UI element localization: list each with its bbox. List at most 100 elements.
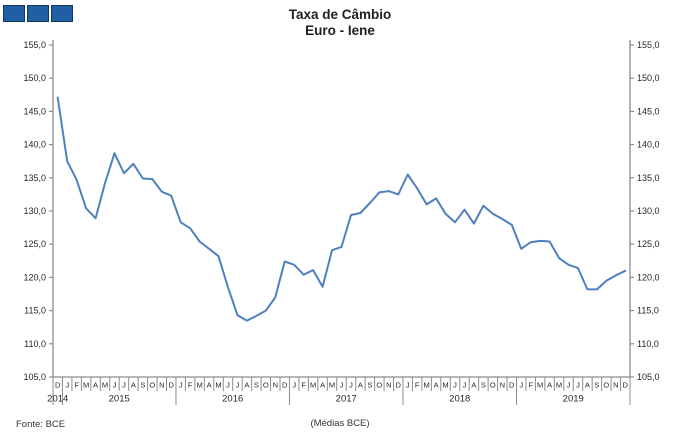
svg-text:D: D [282, 381, 288, 390]
svg-text:J: J [113, 381, 117, 390]
svg-text:155,0: 155,0 [23, 40, 46, 50]
svg-text:125,0: 125,0 [637, 239, 660, 249]
logo [3, 5, 73, 22]
svg-text:O: O [149, 381, 155, 390]
svg-text:2014: 2014 [47, 394, 68, 405]
svg-text:N: N [386, 381, 391, 390]
svg-text:2017: 2017 [336, 394, 357, 405]
svg-text:M: M [329, 381, 335, 390]
svg-text:2018: 2018 [449, 394, 470, 405]
svg-text:145,0: 145,0 [637, 106, 660, 116]
series-line [56, 96, 627, 322]
svg-text:115,0: 115,0 [637, 306, 659, 316]
svg-text:N: N [159, 381, 164, 390]
svg-text:140,0: 140,0 [23, 140, 46, 150]
logo-block-icon [27, 5, 49, 22]
svg-text:125,0: 125,0 [23, 239, 46, 249]
chart-title-block: Taxa de Câmbio Euro - Iene [0, 7, 680, 39]
svg-text:S: S [254, 381, 259, 390]
chart-subtitle: Euro - Iene [305, 23, 375, 38]
svg-text:2019: 2019 [563, 394, 584, 405]
source-note: Fonte: BCE [16, 419, 66, 430]
svg-text:M: M [102, 381, 108, 390]
svg-text:J: J [226, 381, 230, 390]
svg-text:O: O [603, 381, 609, 390]
svg-text:S: S [367, 381, 372, 390]
svg-text:A: A [434, 381, 439, 390]
svg-text:120,0: 120,0 [637, 272, 660, 282]
svg-text:N: N [500, 381, 505, 390]
svg-text:O: O [263, 381, 269, 390]
svg-text:S: S [481, 381, 486, 390]
svg-text:A: A [547, 381, 552, 390]
svg-text:J: J [236, 381, 240, 390]
svg-text:J: J [65, 381, 69, 390]
svg-text:135,0: 135,0 [23, 173, 46, 183]
values-note: (Médias BCE) [310, 418, 370, 429]
svg-text:A: A [358, 381, 363, 390]
svg-text:A: A [207, 381, 212, 390]
chart-title: Taxa de Câmbio [288, 7, 392, 22]
svg-text:M: M [556, 381, 562, 390]
logo-block-icon [3, 5, 25, 22]
svg-text:M: M [196, 381, 202, 390]
svg-text:M: M [310, 381, 316, 390]
svg-text:F: F [188, 381, 193, 390]
svg-text:F: F [415, 381, 420, 390]
svg-text:135,0: 135,0 [637, 173, 660, 183]
svg-text:S: S [594, 381, 599, 390]
svg-text:J: J [406, 381, 410, 390]
svg-text:2016: 2016 [222, 394, 243, 405]
svg-text:A: A [93, 381, 98, 390]
logo-block-icon [51, 5, 73, 22]
svg-text:A: A [585, 381, 590, 390]
svg-text:N: N [273, 381, 278, 390]
svg-text:130,0: 130,0 [23, 206, 46, 216]
svg-text:2015: 2015 [109, 394, 130, 405]
svg-text:J: J [567, 381, 571, 390]
svg-text:155,0: 155,0 [637, 40, 660, 50]
svg-text:130,0: 130,0 [637, 206, 660, 216]
svg-text:145,0: 145,0 [23, 106, 46, 116]
svg-text:J: J [349, 381, 353, 390]
svg-text:150,0: 150,0 [23, 73, 46, 83]
svg-text:110,0: 110,0 [637, 339, 659, 349]
svg-text:A: A [244, 381, 249, 390]
svg-text:105,0: 105,0 [23, 372, 46, 382]
svg-text:S: S [140, 381, 145, 390]
svg-text:J: J [519, 381, 523, 390]
svg-text:115,0: 115,0 [24, 306, 46, 316]
svg-text:150,0: 150,0 [637, 73, 660, 83]
svg-text:M: M [537, 381, 543, 390]
svg-text:D: D [623, 381, 629, 390]
svg-text:D: D [509, 381, 515, 390]
svg-text:A: A [471, 381, 476, 390]
svg-text:F: F [74, 381, 79, 390]
svg-text:J: J [122, 381, 126, 390]
svg-text:M: M [83, 381, 89, 390]
svg-text:F: F [301, 381, 306, 390]
svg-text:D: D [169, 381, 175, 390]
svg-text:J: J [179, 381, 183, 390]
svg-text:D: D [396, 381, 402, 390]
svg-text:J: J [463, 381, 467, 390]
svg-text:A: A [131, 381, 136, 390]
svg-text:120,0: 120,0 [23, 272, 46, 282]
svg-text:M: M [442, 381, 448, 390]
svg-text:110,0: 110,0 [24, 339, 46, 349]
svg-text:A: A [320, 381, 325, 390]
svg-text:105,0: 105,0 [637, 372, 660, 382]
svg-text:J: J [340, 381, 344, 390]
svg-text:M: M [215, 381, 221, 390]
svg-text:M: M [424, 381, 430, 390]
svg-text:F: F [528, 381, 533, 390]
svg-text:J: J [453, 381, 457, 390]
svg-text:D: D [55, 381, 61, 390]
svg-text:140,0: 140,0 [637, 140, 660, 150]
svg-text:O: O [376, 381, 382, 390]
svg-text:J: J [292, 381, 296, 390]
svg-text:N: N [613, 381, 618, 390]
svg-text:J: J [576, 381, 580, 390]
